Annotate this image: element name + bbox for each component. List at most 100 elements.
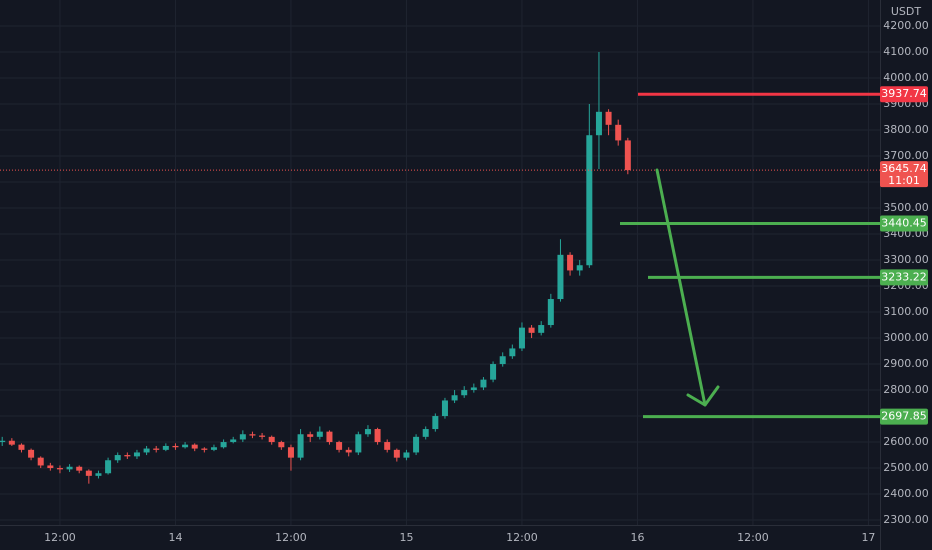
- y-tick-label: 4000.00: [883, 71, 929, 84]
- y-tick-label: 4100.00: [883, 45, 929, 58]
- candle-body: [95, 473, 102, 476]
- candle-body: [210, 447, 217, 450]
- level-label-box: [880, 408, 928, 425]
- level-label: 3937.74: [881, 87, 927, 100]
- time-axis: [0, 525, 880, 550]
- countdown-label: 11:01: [888, 174, 920, 187]
- grid: [0, 0, 880, 525]
- y-tick-label: 3000.00: [883, 331, 929, 344]
- y-tick-label: 3500.00: [883, 201, 929, 214]
- candle-body: [105, 460, 112, 474]
- y-tick-label: 2300.00: [883, 513, 929, 526]
- x-tick-label: 12:00: [44, 531, 76, 544]
- candle-body: [595, 111, 602, 136]
- candle-body: [76, 466, 83, 471]
- x-tick-label: 12:00: [275, 531, 307, 544]
- x-tick-label: 12:00: [506, 531, 538, 544]
- candle-body: [364, 429, 371, 435]
- candle-body: [509, 348, 516, 357]
- candle-body: [374, 429, 381, 443]
- candle-body: [259, 435, 266, 437]
- candle-body: [220, 442, 227, 448]
- candle-body: [461, 390, 468, 396]
- candle-body: [557, 254, 564, 300]
- arrow-shaft: [655, 168, 707, 407]
- level-label: 3233.22: [881, 270, 927, 283]
- candle-body: [567, 254, 574, 271]
- candle-body: [528, 327, 535, 333]
- candle-body: [490, 364, 497, 380]
- candle-body: [66, 466, 73, 470]
- arrow: [655, 168, 720, 407]
- level-label: 2697.85: [881, 410, 927, 423]
- y-tick-label: 2400.00: [883, 487, 929, 500]
- candle-body: [403, 452, 410, 458]
- arrow-head: [686, 385, 720, 407]
- level-label: 3440.45: [881, 217, 927, 230]
- x-tick-label: 15: [399, 531, 413, 544]
- candle-body: [355, 434, 362, 453]
- x-tick-label: 17: [861, 531, 875, 544]
- candle-body: [441, 400, 448, 417]
- candle-body: [615, 124, 622, 141]
- candle-body: [393, 449, 400, 458]
- levels: [0, 92, 880, 419]
- candle-body: [0, 440, 6, 443]
- current-price-label: 3645.74: [881, 162, 927, 175]
- x-tick-label: 14: [168, 531, 182, 544]
- candle-body: [422, 429, 429, 437]
- candle-body: [143, 448, 150, 453]
- candle-body: [249, 434, 256, 436]
- candle-body: [18, 444, 25, 450]
- level-label-box: [880, 215, 928, 232]
- level-label-box: [880, 86, 928, 103]
- candle-body: [133, 452, 140, 457]
- candle-body: [239, 434, 246, 440]
- candle-body: [576, 265, 583, 271]
- y-tick-label: 3100.00: [883, 305, 929, 318]
- candle-body: [153, 448, 160, 450]
- candle-body: [480, 379, 487, 388]
- candle-body: [56, 468, 63, 470]
- y-tick-label: 2900.00: [883, 357, 929, 370]
- candle-body: [8, 440, 15, 445]
- current-price-box: [880, 161, 928, 188]
- candle-body: [470, 387, 477, 391]
- candle-body: [230, 439, 237, 443]
- candle-body: [114, 455, 121, 461]
- y-tick-label: 3700.00: [883, 149, 929, 162]
- candle-body: [307, 434, 314, 437]
- x-tick-label: 12:00: [737, 531, 769, 544]
- candle-body: [518, 327, 525, 349]
- candle-body: [28, 449, 35, 458]
- candle-body: [287, 447, 294, 458]
- level-label-box: [880, 269, 928, 286]
- candle-body: [336, 442, 343, 450]
- candle-body: [191, 444, 198, 449]
- candle-body: [547, 299, 554, 326]
- candle-body: [182, 444, 189, 448]
- candle-body: [451, 395, 458, 401]
- y-tick-label: 2500.00: [883, 461, 929, 474]
- candle-body: [37, 457, 44, 466]
- candle-body: [278, 442, 285, 448]
- candle-body: [162, 445, 169, 450]
- candle-body: [432, 416, 439, 430]
- candle-body: [384, 442, 391, 450]
- candle-body: [413, 436, 420, 453]
- candle-body: [268, 436, 275, 443]
- candle-body: [297, 434, 304, 458]
- candle-body: [586, 135, 593, 266]
- candle-body: [624, 140, 631, 171]
- candle-body: [316, 431, 323, 437]
- y-tick-label: 2600.00: [883, 435, 929, 448]
- candles: [0, 52, 631, 484]
- y-tick-label: 2800.00: [883, 383, 929, 396]
- y-tick-label: 4200.00: [883, 19, 929, 32]
- candle-body: [172, 445, 179, 448]
- y-tick-label: 3300.00: [883, 253, 929, 266]
- candle-body: [85, 470, 92, 476]
- candle-body: [499, 356, 506, 365]
